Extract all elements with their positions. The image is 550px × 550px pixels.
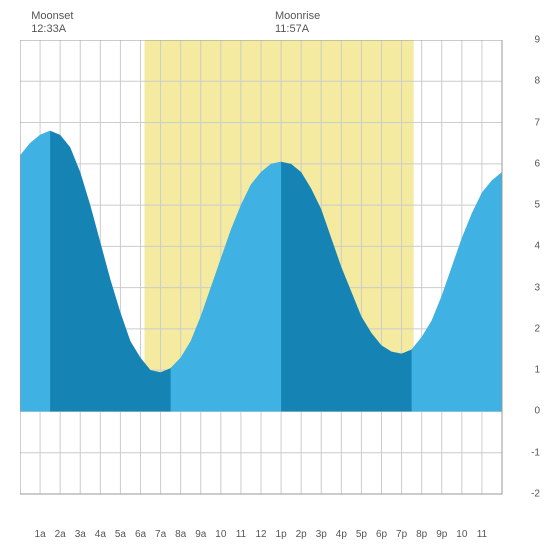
x-tick-label: 1p [276, 529, 287, 540]
x-tick-label: 5p [356, 529, 367, 540]
y-tick-label: 4 [534, 241, 540, 252]
moonrise-time: 11:57A [275, 23, 320, 36]
x-tick-label: 6p [376, 529, 387, 540]
moonset-title: Moonset [31, 10, 73, 23]
tide-chart: Moonset 12:33A Moonrise 11:57A -2-101234… [10, 10, 540, 540]
x-tick-label: 3a [75, 529, 86, 540]
y-tick-label: 6 [534, 158, 540, 169]
moonset-time: 12:33A [31, 23, 73, 36]
y-tick-label: 0 [534, 406, 540, 417]
x-tick-label: 5a [115, 529, 126, 540]
x-tick-label: 1a [35, 529, 46, 540]
x-tick-label: 7p [396, 529, 407, 540]
y-tick-label: 8 [534, 76, 540, 87]
x-tick-label: 11 [236, 529, 246, 540]
x-tick-label: 4a [95, 529, 106, 540]
y-tick-label: -2 [531, 489, 540, 500]
x-tick-label: 8a [175, 529, 186, 540]
y-tick-label: 1 [534, 365, 540, 376]
y-tick-label: -1 [531, 447, 540, 458]
moonrise-label: Moonrise 11:57A [275, 10, 320, 36]
x-tick-label: 10 [215, 529, 226, 540]
x-tick-label: 4p [336, 529, 347, 540]
x-tick-label: 9p [436, 529, 447, 540]
x-tick-label: 8p [416, 529, 427, 540]
x-tick-label: 12 [255, 529, 266, 540]
y-tick-label: 3 [534, 282, 540, 293]
y-tick-label: 7 [534, 117, 540, 128]
plot-area [20, 40, 520, 510]
x-tick-label: 3p [316, 529, 327, 540]
x-tick-label: 7a [155, 529, 166, 540]
x-tick-label: 9a [195, 529, 206, 540]
x-tick-label: 6a [135, 529, 146, 540]
x-tick-label: 2p [296, 529, 307, 540]
y-tick-label: 5 [534, 200, 540, 211]
moonrise-title: Moonrise [275, 10, 320, 23]
chart-svg [20, 40, 520, 510]
x-tick-label: 10 [456, 529, 467, 540]
moonset-label: Moonset 12:33A [31, 10, 73, 36]
x-tick-label: 11 [477, 529, 487, 540]
y-tick-label: 2 [534, 323, 540, 334]
x-tick-label: 2a [55, 529, 66, 540]
y-tick-label: 9 [534, 35, 540, 46]
y-axis-labels: -2-10123456789 [522, 40, 540, 510]
